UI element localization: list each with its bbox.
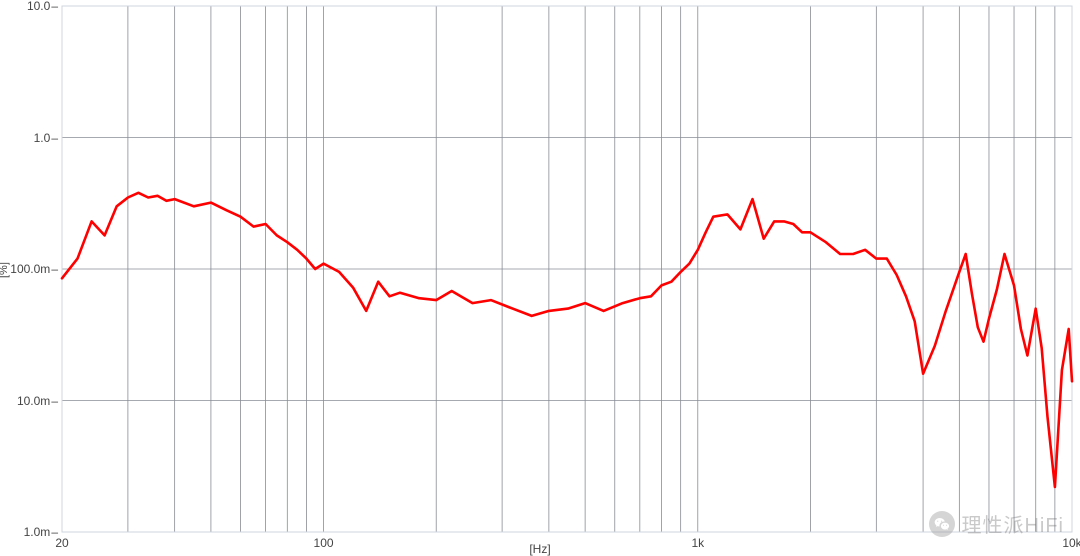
x-axis-unit: [Hz]: [529, 542, 550, 556]
y-tick-label: 10.0–: [27, 0, 58, 13]
chart-svg: [0, 0, 1080, 556]
y-tick-label: 1.0–: [34, 131, 58, 145]
y-tick-label: 1.0m–: [24, 525, 58, 539]
x-tick-label: 10k: [1062, 536, 1080, 550]
x-tick-label: 1k: [691, 536, 704, 550]
frequency-response-chart: [%] [Hz] 理性派HiFi 201001k10k1.0m–10.0m–10…: [0, 0, 1080, 556]
x-tick-label: 100: [314, 536, 334, 550]
y-tick-label: 100.0m–: [10, 262, 58, 276]
y-tick-label: 10.0m–: [17, 394, 58, 408]
y-axis-unit: [%]: [0, 262, 10, 278]
